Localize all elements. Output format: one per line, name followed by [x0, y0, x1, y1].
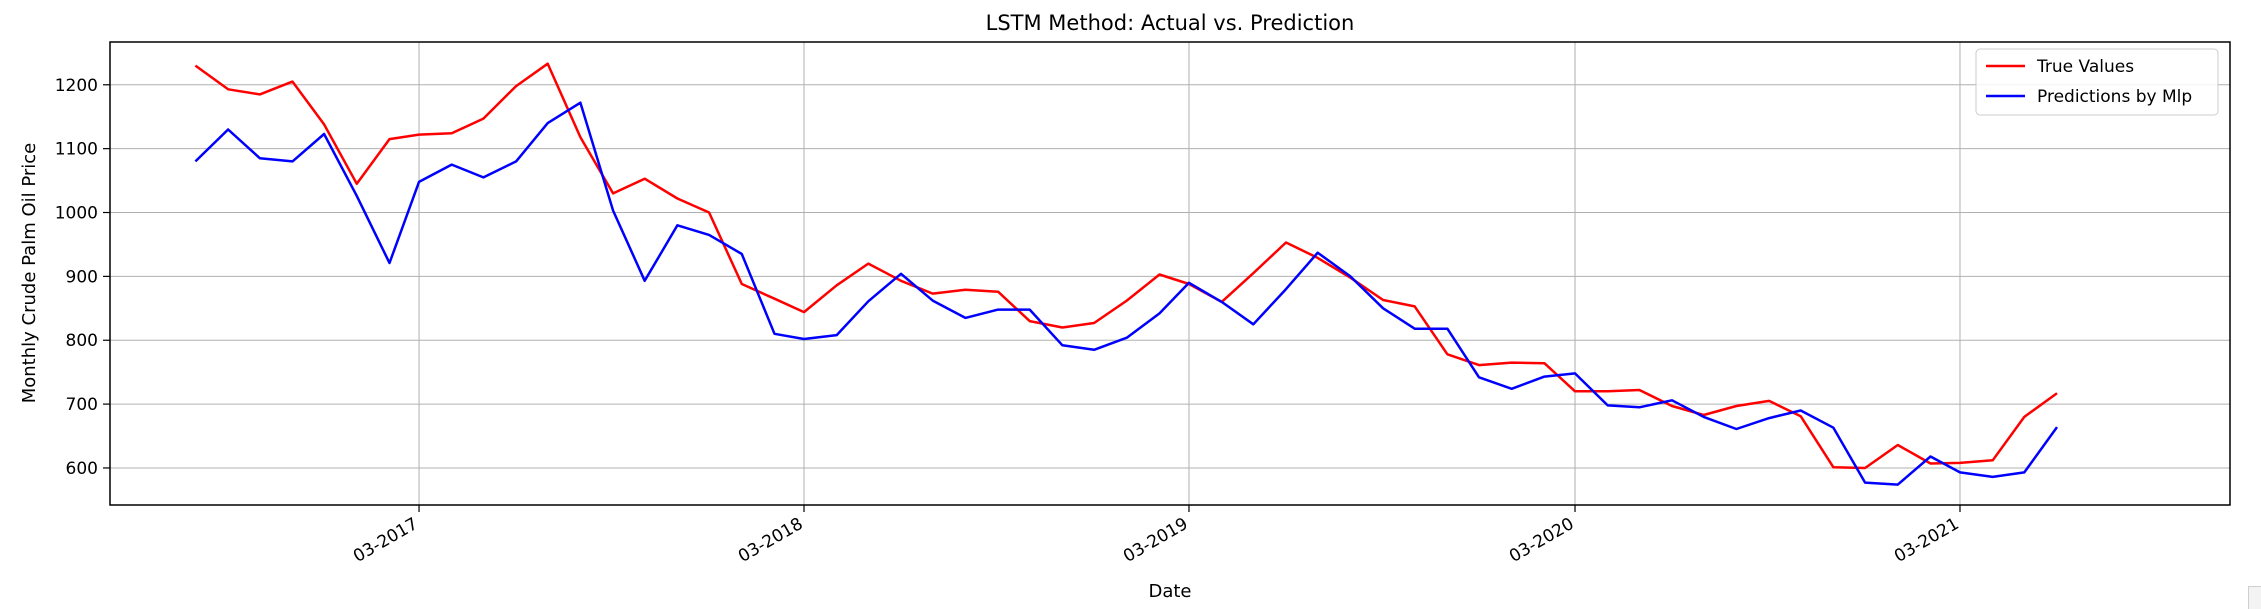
x-axis-label: Date [1148, 581, 1191, 602]
x-axis-ticks: 03-2017 03-2018 03-2019 03-2020 03-2021 [350, 505, 1962, 567]
x-tick-label: 03-2018 [735, 514, 807, 567]
y-tick-label: 1200 [55, 76, 98, 96]
chart-title: LSTM Method: Actual vs. Prediction [986, 11, 1355, 35]
x-tick-label: 03-2017 [350, 514, 422, 567]
y-axis-label: Monthly Crude Palm Oil Price [19, 143, 40, 404]
y-tick-label: 700 [66, 395, 98, 415]
resize-handle[interactable] [2248, 586, 2261, 609]
series-line-true-values [194, 62, 2058, 470]
plot-series [194, 62, 2059, 486]
legend-label-predictions: Predictions by Mlp [2037, 87, 2192, 107]
y-axis-ticks: 600 700 800 900 1000 1100 1200 [55, 76, 110, 479]
grid-lines [110, 42, 2230, 505]
series-line-predictions [194, 101, 2059, 486]
chart-legend: True Values Predictions by Mlp [1975, 48, 2219, 116]
x-tick-label: 03-2020 [1506, 514, 1578, 567]
y-tick-label: 600 [66, 459, 98, 479]
y-tick-label: 1100 [55, 140, 98, 160]
plot-area-frame [109, 41, 2231, 506]
y-tick-label: 900 [66, 267, 98, 287]
y-tick-label: 800 [66, 331, 98, 351]
x-tick-label: 03-2019 [1120, 514, 1192, 567]
legend-box [1975, 48, 2219, 116]
y-tick-label: 1000 [55, 204, 98, 224]
x-tick-label: 03-2021 [1891, 514, 1963, 567]
legend-label-true-values: True Values [2036, 57, 2134, 77]
